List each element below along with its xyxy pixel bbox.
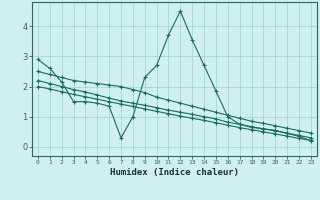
X-axis label: Humidex (Indice chaleur): Humidex (Indice chaleur) [110, 168, 239, 177]
